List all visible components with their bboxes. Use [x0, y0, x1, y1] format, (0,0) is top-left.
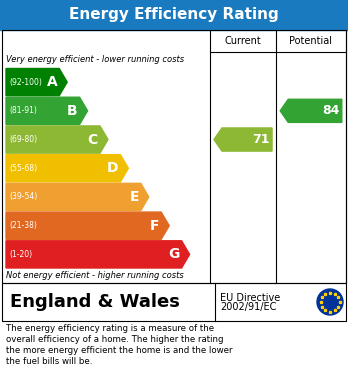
Text: (81-91): (81-91): [9, 106, 37, 115]
Polygon shape: [214, 128, 272, 151]
Text: E: E: [129, 190, 139, 204]
Text: The energy efficiency rating is a measure of the: The energy efficiency rating is a measur…: [6, 324, 214, 333]
Text: 2002/91/EC: 2002/91/EC: [220, 302, 276, 312]
Polygon shape: [6, 97, 88, 124]
Bar: [0, 0, 348, 30]
Text: Not energy efficient - higher running costs: Not energy efficient - higher running co…: [6, 271, 184, 280]
Text: (1-20): (1-20): [9, 250, 32, 259]
Text: Energy Efficiency Rating: Energy Efficiency Rating: [69, 7, 279, 23]
Polygon shape: [6, 212, 169, 239]
Polygon shape: [280, 99, 342, 122]
Polygon shape: [6, 68, 67, 96]
Polygon shape: [6, 155, 128, 182]
Text: (92-100): (92-100): [9, 77, 42, 87]
Text: the more energy efficient the home is and the lower: the more energy efficient the home is an…: [6, 346, 232, 355]
Bar: [2, 30, 346, 283]
Text: G: G: [168, 248, 180, 262]
Text: overall efficiency of a home. The higher the rating: overall efficiency of a home. The higher…: [6, 335, 223, 344]
Polygon shape: [6, 126, 108, 153]
Text: England & Wales: England & Wales: [10, 293, 180, 311]
Text: Very energy efficient - lower running costs: Very energy efficient - lower running co…: [6, 54, 184, 63]
Text: C: C: [88, 133, 98, 147]
Text: 84: 84: [323, 104, 340, 117]
Text: Current: Current: [224, 36, 261, 46]
Text: B: B: [67, 104, 78, 118]
Text: (55-68): (55-68): [9, 164, 37, 173]
Text: (69-80): (69-80): [9, 135, 37, 144]
Text: 71: 71: [253, 133, 270, 146]
Bar: [2, 283, 346, 321]
Text: F: F: [150, 219, 159, 233]
Polygon shape: [6, 183, 149, 211]
Circle shape: [317, 289, 343, 315]
Text: the fuel bills will be.: the fuel bills will be.: [6, 357, 92, 366]
Text: EU Directive: EU Directive: [220, 293, 280, 303]
Text: (21-38): (21-38): [9, 221, 37, 230]
Text: Potential: Potential: [290, 36, 332, 46]
Text: D: D: [107, 161, 118, 175]
Polygon shape: [6, 241, 190, 268]
Text: A: A: [46, 75, 57, 89]
Text: (39-54): (39-54): [9, 192, 37, 201]
